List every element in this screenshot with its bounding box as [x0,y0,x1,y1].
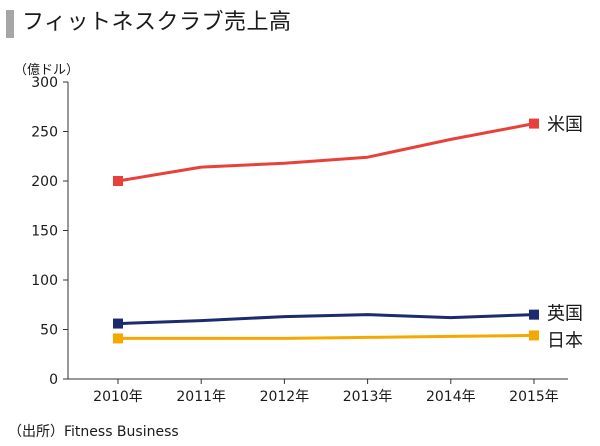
series-label-1: 米国 [547,115,583,136]
series-marker-2 [113,318,123,329]
title-accent-bar [6,10,14,38]
y-tick-label: 250 [31,125,58,141]
series-line-2 [116,313,536,326]
y-axis-unit-label: （億ドル） [14,62,79,78]
series-marker-2 [529,309,539,320]
axes: 0 50 100 150 200 250 300 2010年 2011年 2012年 2013年 20… [31,75,568,405]
source-note: （出所）Fitness Business [8,424,179,440]
x-tick-label: 2015年 [509,389,559,405]
series-line-3 [116,333,536,340]
y-tick-label: 50 [40,323,58,339]
chart-title: フィットネスクラブ売上高 [22,10,292,35]
x-tick-label: 2010年 [93,389,143,405]
x-tick-label: 2014年 [426,389,476,405]
y-tick-label: 300 [31,75,58,91]
x-tick-label: 2012年 [260,389,310,405]
series-line-1 [116,122,536,183]
series-label-2: 英国 [547,304,583,325]
x-tick-label: 2011年 [176,389,226,405]
y-tick-label: 100 [31,273,58,289]
x-tick-label: 2013年 [343,389,393,405]
series-marker-3 [529,330,539,341]
y-tick-label: 150 [31,224,58,240]
series-label-3: 日本 [547,330,583,351]
y-tick-label: 200 [31,174,58,190]
series-marker-1 [113,176,123,186]
series-marker-1 [529,118,539,129]
series-marker-3 [113,333,123,344]
y-tick-label: 0 [49,372,58,388]
